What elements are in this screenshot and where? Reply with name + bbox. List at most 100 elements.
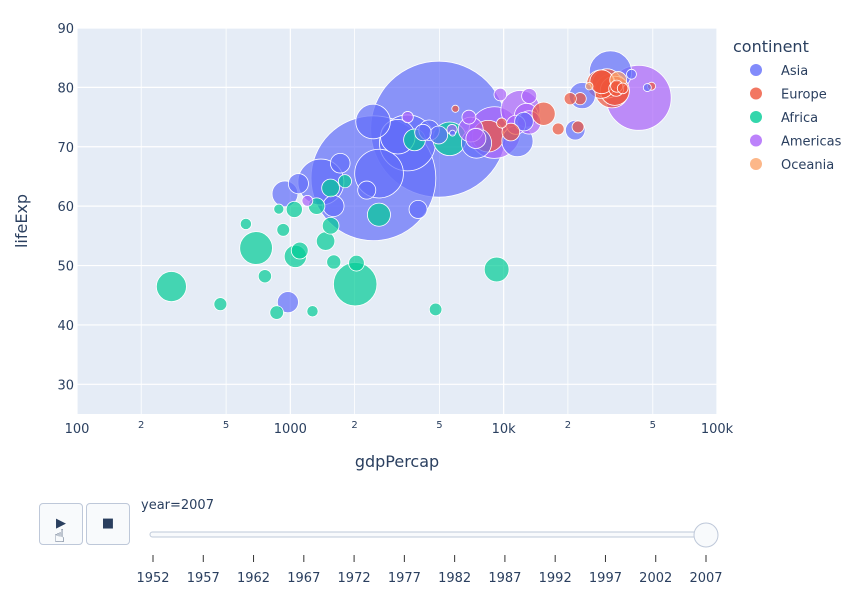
slider-tick-label[interactable]: 2002 [639,571,672,586]
play-button[interactable]: ▶ [39,503,83,545]
bubble-europe[interactable] [496,117,508,129]
bubble-africa[interactable] [273,203,285,215]
y-tick-label: 30 [57,378,74,393]
bubble-africa[interactable] [321,216,340,235]
bubble-americas[interactable] [301,194,314,207]
bubble-africa[interactable] [285,200,303,218]
bubble-europe[interactable] [531,101,556,126]
slider-tick-label[interactable]: 1992 [539,571,572,586]
bubble-africa[interactable] [315,231,336,251]
bubble-europe[interactable] [616,82,629,95]
bubble-asia[interactable] [626,68,637,80]
bubble-americas[interactable] [461,109,477,125]
x-tick-label: 2 [351,420,357,431]
legend[interactable]: Asia Europe Africa Americas Oceania [750,64,842,173]
slider-tick-label[interactable]: 1997 [589,571,622,586]
bubble-asia[interactable] [449,129,456,137]
y-tick-labels: 30 40 50 60 70 80 90 [57,22,74,393]
bubble-asia[interactable] [514,111,534,132]
bubble-africa[interactable] [239,217,252,230]
legend-title: continent [733,37,809,56]
bubble-europe[interactable] [451,104,460,113]
bubble-europe[interactable] [571,120,585,134]
bubble-africa[interactable] [269,305,284,320]
bubble-asia[interactable] [642,83,652,92]
bubble-americas[interactable] [493,87,508,102]
slider-tick-label[interactable]: 2007 [689,571,722,586]
bubble-asia[interactable] [276,291,299,314]
bubble-africa[interactable] [213,297,228,312]
legend-marker-europe [750,87,762,100]
bubble-americas[interactable] [465,128,487,149]
bubble-asia[interactable] [322,195,345,218]
bubble-asia[interactable] [357,180,377,200]
legend-label-africa[interactable]: Africa [781,111,818,126]
bubble-africa[interactable] [306,305,319,318]
bubble-africa[interactable] [483,256,510,283]
bubble-africa[interactable] [337,174,352,189]
slider-tick-label[interactable]: 1952 [136,571,169,586]
slider-current-label: year=2007 [141,498,214,513]
y-tick-label: 90 [57,22,74,37]
legend-label-asia[interactable]: Asia [781,64,808,79]
bubble-africa[interactable] [366,202,391,227]
bubble-americas[interactable] [401,111,414,124]
slider-tick-label[interactable]: 1967 [287,571,320,586]
bubble-asia[interactable] [408,199,428,219]
y-tick-label: 70 [57,141,74,156]
slider-rail[interactable] [149,531,707,538]
slider-tick-label[interactable]: 1962 [237,571,270,586]
legend-marker-oceania [750,158,762,170]
stop-icon: ■ [101,516,115,531]
stop-button[interactable]: ■ [86,503,130,545]
bubble-africa[interactable] [155,271,187,303]
hand-cursor-icon: ☝ [54,526,65,547]
y-tick-label: 80 [57,81,74,96]
slider-tick-label[interactable]: 1982 [438,571,471,586]
bubble-africa[interactable] [257,269,272,284]
bubble-africa[interactable] [290,241,309,260]
y-axis-title: lifeExp [12,194,31,248]
bubble-africa[interactable] [326,254,342,270]
x-tick-label: 100 [65,422,90,437]
legend-label-europe[interactable]: Europe [781,88,827,103]
x-tick-label: 5 [436,420,442,431]
bubble-europe[interactable] [563,92,577,106]
slider-tick-label[interactable]: 1957 [187,571,220,586]
slider-ticks: 1952 1957 1962 1967 1972 1977 1982 1987 1992 1997… [136,555,723,586]
play-icon: ▶ [56,516,66,531]
bubble-asia[interactable] [355,103,391,140]
bubble-africa[interactable] [276,223,291,237]
bubble-africa[interactable] [428,302,443,317]
bubble-africa[interactable] [348,254,365,272]
bubble-europe[interactable] [501,122,521,142]
bubble-asia[interactable] [429,125,449,145]
bubble-asia[interactable] [287,173,309,195]
slider-handle[interactable] [693,522,719,548]
x-tick-label: 10k [492,422,517,437]
bubble-asia[interactable] [330,152,351,174]
bubble-asia[interactable] [414,123,432,142]
x-tick-label: 2 [138,420,144,431]
data-points [155,50,672,320]
slider-tick-label[interactable]: 1972 [338,571,371,586]
y-tick-label: 60 [57,200,74,215]
x-tick-label: 5 [223,420,229,431]
legend-marker-americas [750,134,762,147]
y-tick-label: 50 [57,260,74,275]
bubble-europe[interactable] [551,122,565,136]
y-tick-label: 40 [57,319,74,334]
x-tick-label: 5 [650,420,656,431]
x-tick-label: 1000 [274,422,307,437]
bubble-africa[interactable] [239,231,273,265]
slider-tick-label[interactable]: 1987 [488,571,521,586]
x-axis-title: gdpPercap [355,452,439,471]
bubble-africa[interactable] [321,178,340,198]
x-tick-label: 100k [701,422,734,437]
bubble-oceania[interactable] [585,82,594,91]
legend-label-americas[interactable]: Americas [781,135,842,150]
slider-tick-label[interactable]: 1977 [388,571,421,586]
legend-label-oceania[interactable]: Oceania [781,158,834,173]
bubble-americas[interactable] [521,88,538,104]
